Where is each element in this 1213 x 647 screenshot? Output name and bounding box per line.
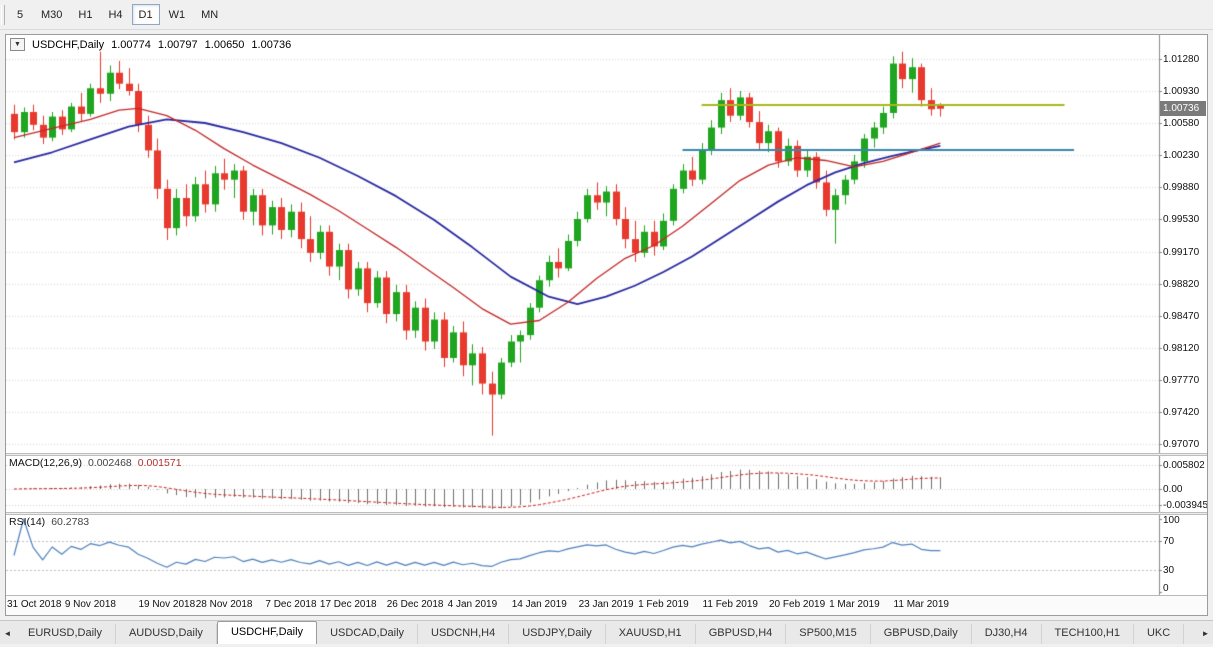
open-value: 1.00774 <box>111 38 151 51</box>
price-axis-label: 0.98120 <box>1163 343 1200 354</box>
time-axis-label: 7 Dec 2018 <box>265 599 317 610</box>
tabs-scroll-left-icon[interactable]: ◄ <box>0 623 15 644</box>
main-chart-pane: ▼ USDCHF,Daily 1.00774 1.00797 1.00650 1… <box>6 35 1207 453</box>
rsi-canvas[interactable] <box>6 515 1207 595</box>
chart-header: ▼ USDCHF,Daily 1.00774 1.00797 1.00650 1… <box>10 38 291 51</box>
rsi-axis-label: 0 <box>1163 583 1169 594</box>
price-axis-label: 0.98820 <box>1163 279 1200 290</box>
time-axis-label: 19 Nov 2018 <box>138 599 196 610</box>
time-axis-label: 14 Jan 2019 <box>511 599 567 610</box>
rsi-axis-label: 100 <box>1163 515 1180 526</box>
timeframe-button-d1[interactable]: D1 <box>131 4 160 25</box>
panel-splitter[interactable] <box>6 512 1207 515</box>
chart-tabs-bar: ◄ EURUSD,Daily AUDUSD,Daily USDCHF,Daily US… <box>0 620 1213 644</box>
timeframe-toolbar: 5 M30 H1 H4 D1 W1 MN <box>0 0 1213 30</box>
macd-axis-label: 0.00 <box>1163 484 1183 495</box>
chart-tab-eurusd-daily[interactable]: EURUSD,Daily <box>15 624 116 644</box>
price-axis-label: 0.97070 <box>1163 439 1200 450</box>
price-axis-label: 0.98470 <box>1163 311 1200 322</box>
rsi-value: 60.2783 <box>51 516 90 528</box>
time-axis-label: 11 Mar 2019 <box>893 599 949 610</box>
price-axis-label: 0.99880 <box>1163 182 1200 193</box>
chart-tab-ukc[interactable]: UKC <box>1133 624 1185 644</box>
chart-tab-usdjpy-daily[interactable]: USDJPY,Daily <box>509 624 606 644</box>
rsi-pane: RSI(14) 60.2783 100 70 30 0 <box>6 515 1207 595</box>
toolbar-grip[interactable] <box>1 4 5 25</box>
time-axis-label: 9 Nov 2018 <box>64 599 116 610</box>
price-axis-label: 0.97420 <box>1163 407 1200 418</box>
symbol-menu-icon[interactable]: ▼ <box>10 38 25 51</box>
price-axis-label: 1.01280 <box>1163 54 1200 65</box>
time-axis-label: 1 Mar 2019 <box>829 599 880 610</box>
rsi-label: RSI(14) 60.2783 <box>9 516 89 528</box>
macd-canvas[interactable] <box>6 456 1207 512</box>
timeframe-buttons: 5 M30 H1 H4 D1 W1 MN <box>8 4 225 25</box>
macd-name: MACD(12,26,9) <box>9 457 82 469</box>
chart-tab-usdchf-daily[interactable]: USDCHF,Daily <box>216 621 318 644</box>
time-axis-label: 11 Feb 2019 <box>702 599 758 610</box>
current-price-badge: 1.00736 <box>1160 101 1206 116</box>
chart-tab-sp500-m15[interactable]: SP500,M15 <box>786 624 871 644</box>
rsi-axis-label: 30 <box>1163 565 1175 576</box>
close-value: 1.00736 <box>251 38 292 51</box>
macd-label: MACD(12,26,9) 0.002468 0.001571 <box>9 457 182 469</box>
chart-tab-usdcad-daily[interactable]: USDCAD,Daily <box>317 624 419 644</box>
time-axis-label: 23 Jan 2019 <box>578 599 634 610</box>
macd-axis-label: -0.003945 <box>1163 500 1207 511</box>
price-axis-label: 1.00930 <box>1163 86 1200 97</box>
price-axis-label: 0.99530 <box>1163 214 1200 225</box>
chart-tab-gbpusd-daily[interactable]: GBPUSD,Daily <box>870 624 972 644</box>
time-axis: 31 Oct 2018 9 Nov 2018 19 Nov 2018 28 Nov 2… <box>6 595 1207 615</box>
timeframe-button-5[interactable]: 5 <box>8 4 32 25</box>
macd-pane: MACD(12,26,9) 0.002468 0.001571 0.005802… <box>6 456 1207 512</box>
panel-splitter[interactable] <box>6 453 1207 456</box>
price-axis-label: 1.00230 <box>1163 150 1200 161</box>
timeframe-button-h4[interactable]: H4 <box>101 4 129 25</box>
time-axis-label: 4 Jan 2019 <box>447 599 498 610</box>
price-axis-label: 0.99170 <box>1163 247 1200 258</box>
time-axis-label: 20 Feb 2019 <box>769 599 826 610</box>
chart-tab-tech100-h1[interactable]: TECH100,H1 <box>1041 624 1134 644</box>
macd-signal-value: 0.001571 <box>137 457 182 469</box>
tabs-scroll-right-icon[interactable]: ► <box>1198 623 1213 644</box>
time-axis-label: 1 Feb 2019 <box>638 599 689 610</box>
price-axis-label: 0.97770 <box>1163 375 1200 386</box>
timeframe-button-h1[interactable]: H1 <box>71 4 99 25</box>
timeframe-button-m30[interactable]: M30 <box>34 4 69 25</box>
timeframe-button-w1[interactable]: W1 <box>162 4 193 25</box>
time-axis-label: 17 Dec 2018 <box>319 599 377 610</box>
chart-tab-usdcnh-h4[interactable]: USDCNH,H4 <box>418 624 510 644</box>
chart-tabs: EURUSD,Daily AUDUSD,Daily USDCHF,Daily USDC… <box>15 620 1198 644</box>
chart-tab-dj30-h4[interactable]: DJ30,H4 <box>971 624 1042 644</box>
macd-axis-label: 0.005802 <box>1163 460 1205 471</box>
main-chart-canvas[interactable] <box>6 35 1207 453</box>
macd-main-value: 0.002468 <box>87 457 132 469</box>
chart-tab-audusd-daily[interactable]: AUDUSD,Daily <box>115 624 217 644</box>
time-axis-label: 28 Nov 2018 <box>195 599 253 610</box>
high-value: 1.00797 <box>157 38 198 51</box>
price-axis-label: 1.00580 <box>1163 118 1200 129</box>
time-axis-label: 26 Dec 2018 <box>386 599 444 610</box>
chart-tab-xauusd-h1[interactable]: XAUUSD,H1 <box>605 624 696 644</box>
chart-tab-gbpusd-h4[interactable]: GBPUSD,H4 <box>695 624 787 644</box>
rsi-name: RSI(14) <box>9 516 46 528</box>
low-value: 1.00650 <box>204 38 245 51</box>
timeframe-button-mn[interactable]: MN <box>194 4 225 25</box>
time-axis-label: 31 Oct 2018 <box>7 599 62 610</box>
rsi-axis-label: 70 <box>1163 536 1175 547</box>
symbol-label: USDCHF,Daily <box>32 38 105 51</box>
chart-window: ▼ USDCHF,Daily 1.00774 1.00797 1.00650 1… <box>5 34 1208 616</box>
